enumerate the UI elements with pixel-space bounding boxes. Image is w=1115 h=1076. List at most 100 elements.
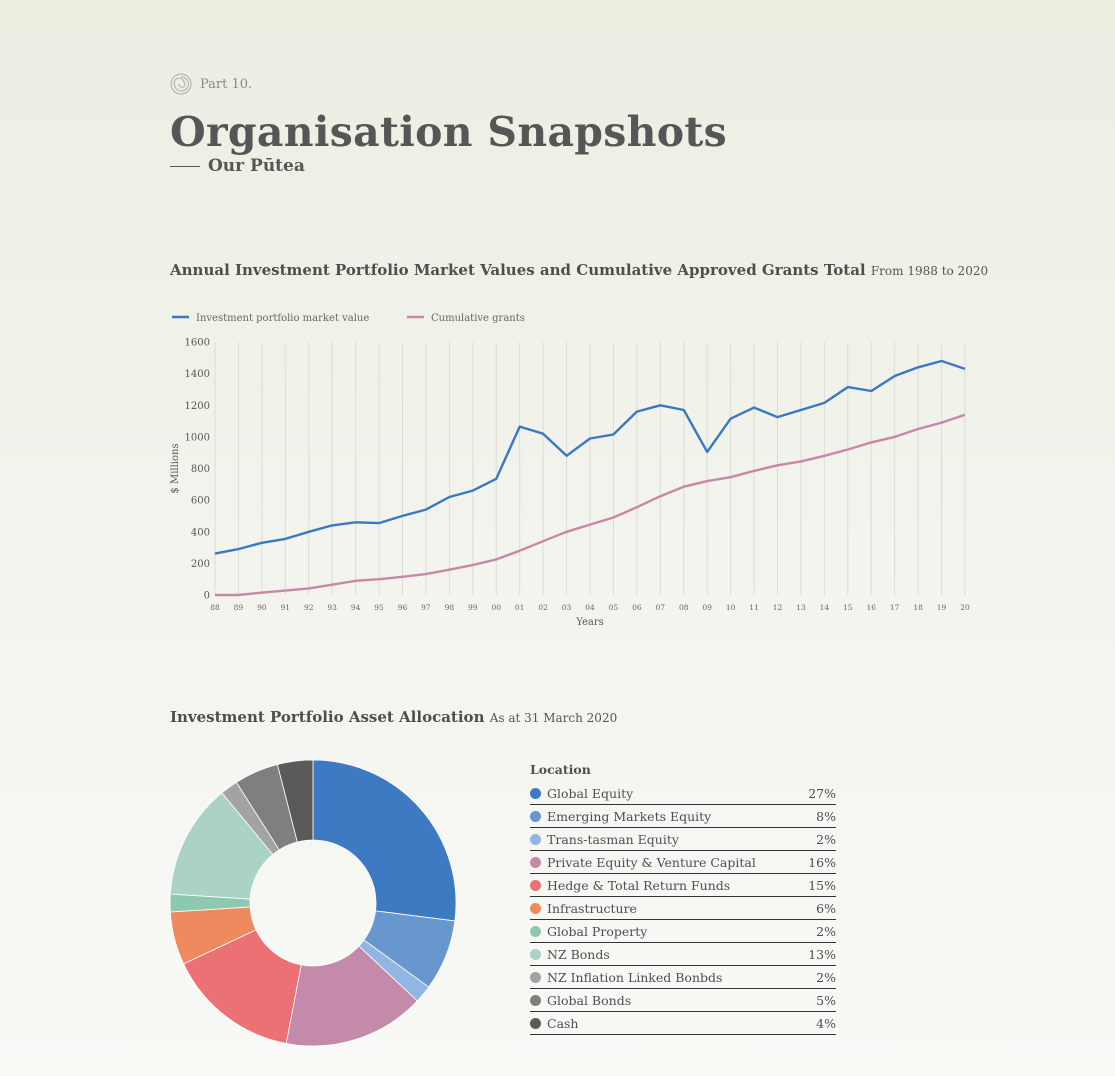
allocation-name: Hedge & Total Return Funds <box>547 877 731 893</box>
line-chart-title: Annual Investment Portfolio Market Value… <box>170 261 988 279</box>
part-label-text: Part 10. <box>200 76 253 92</box>
x-tick-label-18: 18 <box>913 603 923 612</box>
y-tick-label-400: 400 <box>191 527 210 538</box>
line-chart-range: From 1988 to 2020 <box>870 264 989 278</box>
allocation-percent: 2% <box>816 923 836 939</box>
x-tick-label-00: 00 <box>491 603 501 612</box>
x-tick-label-03: 03 <box>562 603 572 612</box>
page-subtitle-text: Our Pūtea <box>208 156 305 176</box>
legend-dot <box>530 787 541 799</box>
x-axis-label: Years <box>575 617 604 628</box>
line-chart-title-text: Annual Investment Portfolio Market Value… <box>170 261 866 279</box>
x-tick-label-12: 12 <box>773 603 783 612</box>
x-tick-label-05: 05 <box>609 603 619 612</box>
x-tick-label-95: 95 <box>374 603 384 612</box>
allocation-table: Location Global Equity 27% Emerging Market… <box>530 762 836 1035</box>
allocation-row: Emerging Markets Equity 8% <box>530 805 836 828</box>
allocation-name: Global Bonds <box>547 992 632 1008</box>
x-tick-label-17: 17 <box>890 603 900 612</box>
allocation-name: NZ Bonds <box>547 946 610 962</box>
x-tick-label-11: 11 <box>749 603 759 612</box>
allocation-name: NZ Inflation Linked Bonbds <box>547 969 723 985</box>
y-tick-label-0: 0 <box>204 591 210 602</box>
x-tick-label-20: 20 <box>960 603 970 612</box>
x-tick-label-92: 92 <box>304 603 314 612</box>
line-chart: Investment portfolio market value Cumulat… <box>170 313 970 628</box>
allocation-name: Cash <box>547 1015 579 1031</box>
allocation-percent: 16% <box>808 854 836 870</box>
allocation-name: Trans-tasman Equity <box>547 831 679 847</box>
subtitle-rule <box>170 165 200 167</box>
x-tick-label-98: 98 <box>445 603 455 612</box>
allocation-name: Global Equity <box>547 785 634 801</box>
x-tick-label-08: 08 <box>679 603 689 612</box>
y-tick-label-200: 200 <box>191 559 210 570</box>
part-label: Part 10. <box>170 73 252 95</box>
allocation-row: Global Equity 27% <box>530 782 836 805</box>
x-tick-label-91: 91 <box>281 603 291 612</box>
allocation-table-header: Location <box>530 762 591 777</box>
y-tick-label-800: 800 <box>191 464 210 475</box>
allocation-rows: Global Equity 27% Emerging Markets Equity 8… <box>530 782 836 1035</box>
x-tick-label-89: 89 <box>234 603 244 612</box>
legend-dot <box>530 925 541 937</box>
allocation-percent: 6% <box>816 900 836 916</box>
x-tick-label-01: 01 <box>515 603 525 612</box>
spiral-logo-icon <box>170 73 192 95</box>
donut-chart <box>169 759 457 1047</box>
donut-slice-3 <box>285 945 418 1047</box>
legend-label-1: Cumulative grants <box>431 313 525 324</box>
page-title: Organisation Snapshots <box>170 108 728 156</box>
x-tick-label-96: 96 <box>398 603 408 612</box>
page-subtitle: Our Pūtea <box>170 156 305 176</box>
y-tick-label-1200: 1200 <box>185 401 210 412</box>
x-tick-label-90: 90 <box>257 603 267 612</box>
x-tick-label-13: 13 <box>796 603 806 612</box>
x-tick-label-99: 99 <box>468 603 478 612</box>
allocation-row: Global Property 2% <box>530 920 836 943</box>
allocation-row: Global Bonds 5% <box>530 989 836 1012</box>
legend-label-0: Investment portfolio market value <box>196 313 369 324</box>
legend-dot <box>530 948 541 960</box>
pie-chart-title-text: Investment Portfolio Asset Allocation <box>170 708 485 726</box>
x-tick-label-97: 97 <box>421 603 431 612</box>
y-tick-label-1400: 1400 <box>185 369 210 380</box>
allocation-percent: 2% <box>816 969 836 985</box>
x-tick-label-16: 16 <box>866 603 876 612</box>
legend-dot <box>530 971 541 983</box>
allocation-name: Infrastructure <box>547 900 637 916</box>
donut-slice-0 <box>312 759 457 922</box>
y-tick-label-1000: 1000 <box>185 432 210 443</box>
allocation-row: Infrastructure 6% <box>530 897 836 920</box>
legend-dot <box>530 1017 541 1029</box>
allocation-percent: 15% <box>808 877 836 893</box>
x-tick-label-09: 09 <box>702 603 712 612</box>
allocation-row: NZ Inflation Linked Bonbds 2% <box>530 966 836 989</box>
legend-dot <box>530 994 541 1006</box>
y-tick-label-600: 600 <box>191 496 210 507</box>
allocation-name: Global Property <box>547 923 648 939</box>
x-tick-label-88: 88 <box>210 603 220 612</box>
donut-slice-10 <box>276 759 314 843</box>
x-tick-label-10: 10 <box>726 603 736 612</box>
pie-chart-title: Investment Portfolio Asset Allocation As… <box>170 708 617 726</box>
x-tick-label-19: 19 <box>937 603 947 612</box>
allocation-percent: 5% <box>816 992 836 1008</box>
x-tick-label-14: 14 <box>820 603 830 612</box>
x-tick-label-07: 07 <box>656 603 666 612</box>
x-tick-label-06: 06 <box>632 603 642 612</box>
allocation-row: Cash 4% <box>530 1012 836 1035</box>
y-tick-label-1600: 1600 <box>185 338 210 349</box>
allocation-name: Private Equity & Venture Capital <box>547 854 756 870</box>
legend-dot <box>530 856 541 868</box>
legend-dot <box>530 879 541 891</box>
allocation-percent: 4% <box>816 1015 836 1031</box>
allocation-percent: 8% <box>816 808 836 824</box>
allocation-percent: 13% <box>808 946 836 962</box>
y-axis-label: $ Millions <box>170 443 181 493</box>
x-tick-label-04: 04 <box>585 603 595 612</box>
x-tick-label-15: 15 <box>843 603 853 612</box>
allocation-percent: 27% <box>808 785 836 801</box>
x-tick-label-02: 02 <box>538 603 548 612</box>
allocation-name: Emerging Markets Equity <box>547 808 712 824</box>
